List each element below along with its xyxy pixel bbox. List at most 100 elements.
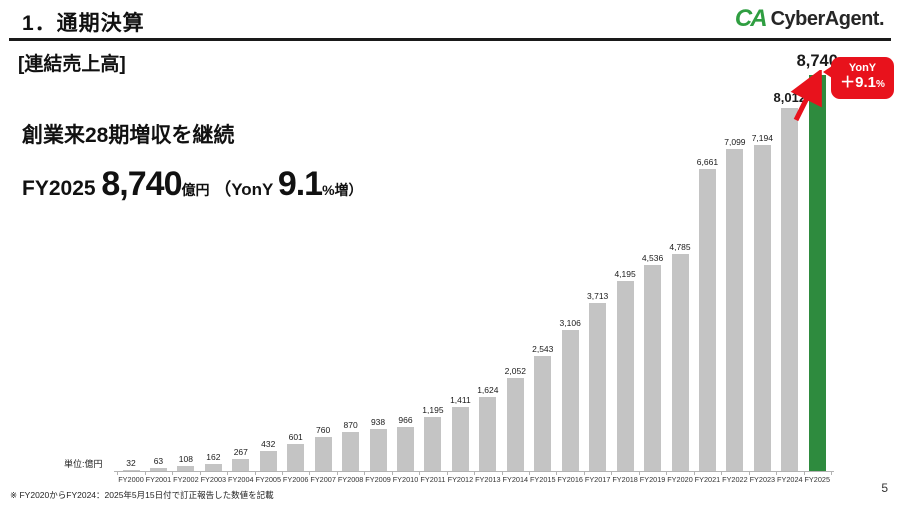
bar-value-label: 267: [233, 446, 248, 457]
x-axis-label: FY2003: [200, 475, 227, 484]
cyberagent-logo-text: CyberAgent.: [770, 7, 885, 30]
x-axis-label: FY2016: [557, 475, 583, 484]
axis-tick: [309, 472, 311, 475]
bar: [232, 458, 250, 471]
section-subtitle: [連結売上高]: [18, 54, 126, 75]
bar-value-label: 938: [370, 416, 386, 427]
axis-tick: [748, 472, 750, 475]
bar: [177, 466, 195, 471]
axis-tick: [281, 472, 283, 475]
bar-value-label: 966: [398, 415, 413, 426]
axis-tick: [364, 472, 366, 475]
axis-tick: [144, 472, 146, 475]
axis-tick: [611, 472, 613, 475]
bar-highlighted: [808, 75, 826, 471]
x-axis-label: FY2013: [475, 475, 501, 484]
bar-value-label: 1,624: [477, 385, 499, 396]
bar: [122, 469, 140, 471]
axis-tick: [227, 472, 229, 475]
bar-value-label: 432: [261, 439, 276, 450]
bar: [698, 169, 716, 471]
bar: [314, 436, 332, 471]
headline-fy: FY2025: [22, 177, 102, 200]
bar-value-label: 3,713: [587, 290, 609, 301]
company-logo: CA CyberAgent.: [734, 5, 885, 33]
axis-tick: [254, 472, 256, 475]
chart-unit-label: 単位:億円: [64, 459, 103, 469]
bar-value-label: 4,536: [641, 253, 664, 264]
bar: [479, 397, 497, 471]
axis-tick: [803, 472, 805, 475]
axis-tick: [501, 472, 503, 475]
bar-value-label: 63: [153, 456, 164, 467]
x-axis-label: FY2018: [612, 475, 638, 484]
bar-value-label: 6,661: [696, 157, 719, 168]
x-axis-line: [114, 471, 834, 472]
axis-tick: [474, 472, 476, 475]
bar: [506, 378, 524, 471]
cyberagent-logo-icon: CA: [734, 5, 768, 32]
headline-unit: 億円: [181, 182, 210, 198]
bar: [369, 428, 387, 471]
x-axis-label: FY2017: [584, 475, 611, 484]
x-axis-label: FY2000: [118, 475, 144, 484]
bar-value-label: 3,106: [559, 318, 581, 329]
x-axis-label: FY2002: [173, 475, 199, 484]
bar: [644, 265, 662, 471]
bar-value-label: 7,194: [751, 133, 773, 144]
bar-value-label: 7,099: [724, 137, 746, 148]
x-axis-label: FY2014: [502, 475, 529, 484]
headline-value: 8,740: [101, 165, 182, 203]
axis-tick: [556, 472, 558, 475]
bar: [534, 355, 552, 471]
bar-value-label: 2,543: [532, 343, 554, 354]
x-axis-label: FY2012: [447, 475, 474, 484]
x-axis-label: FY2023: [749, 475, 776, 484]
x-axis-label: FY2010: [392, 475, 419, 484]
bar-value-label: 32: [126, 457, 136, 468]
axis-tick: [666, 472, 668, 475]
x-axis-label: FY2021: [694, 475, 721, 484]
bar-value-label: 1,195: [422, 404, 444, 415]
bar: [671, 254, 689, 471]
bar-value-label: 8,740: [796, 52, 838, 70]
axis-tick: [583, 472, 585, 475]
bar-value-label: 2,052: [504, 366, 526, 377]
footnote: ※ FY2020からFY2024：2025年5月15日付で訂正報告した数値を記載: [10, 490, 274, 500]
bar: [424, 416, 442, 471]
axis-tick: [172, 472, 174, 475]
x-axis-label: FY2001: [145, 475, 172, 484]
axis-tick: [199, 472, 201, 475]
page-number: 5: [881, 481, 888, 495]
bar: [589, 302, 607, 471]
callout-value: ＋9.1%: [840, 74, 885, 91]
axis-tick: [830, 472, 832, 475]
x-axis-label: FY2008: [337, 475, 364, 484]
bar: [781, 107, 799, 471]
x-axis-label: FY2004: [228, 475, 254, 484]
bar-value-label: 760: [316, 424, 331, 435]
headline-figures: FY2025 8,740 億円 （YonY 9.1 %増）: [22, 165, 363, 204]
axis-tick: [529, 472, 531, 475]
bar-value-label: 601: [288, 431, 303, 442]
x-axis-label: FY2006: [282, 475, 309, 484]
bar: [753, 145, 771, 471]
axis-tick: [693, 472, 695, 475]
x-axis-label: FY2022: [722, 475, 748, 484]
key-statement: 創業来28期増収を継続: [22, 124, 235, 147]
x-axis-label: FY2009: [365, 475, 391, 484]
bar-value-label: 870: [343, 419, 358, 430]
yoy-growth-arrow-icon: [790, 70, 822, 122]
x-axis-label: FY2025: [804, 475, 831, 484]
bar-value-label: 4,195: [614, 268, 636, 279]
bar: [561, 330, 579, 471]
x-axis-label: FY2011: [420, 475, 446, 484]
headline-paren-close: %増）: [322, 182, 363, 198]
bar: [616, 280, 634, 471]
bar: [451, 407, 469, 471]
bar-value-label: 108: [178, 454, 193, 465]
bar: [149, 468, 167, 471]
bar: [204, 463, 222, 471]
